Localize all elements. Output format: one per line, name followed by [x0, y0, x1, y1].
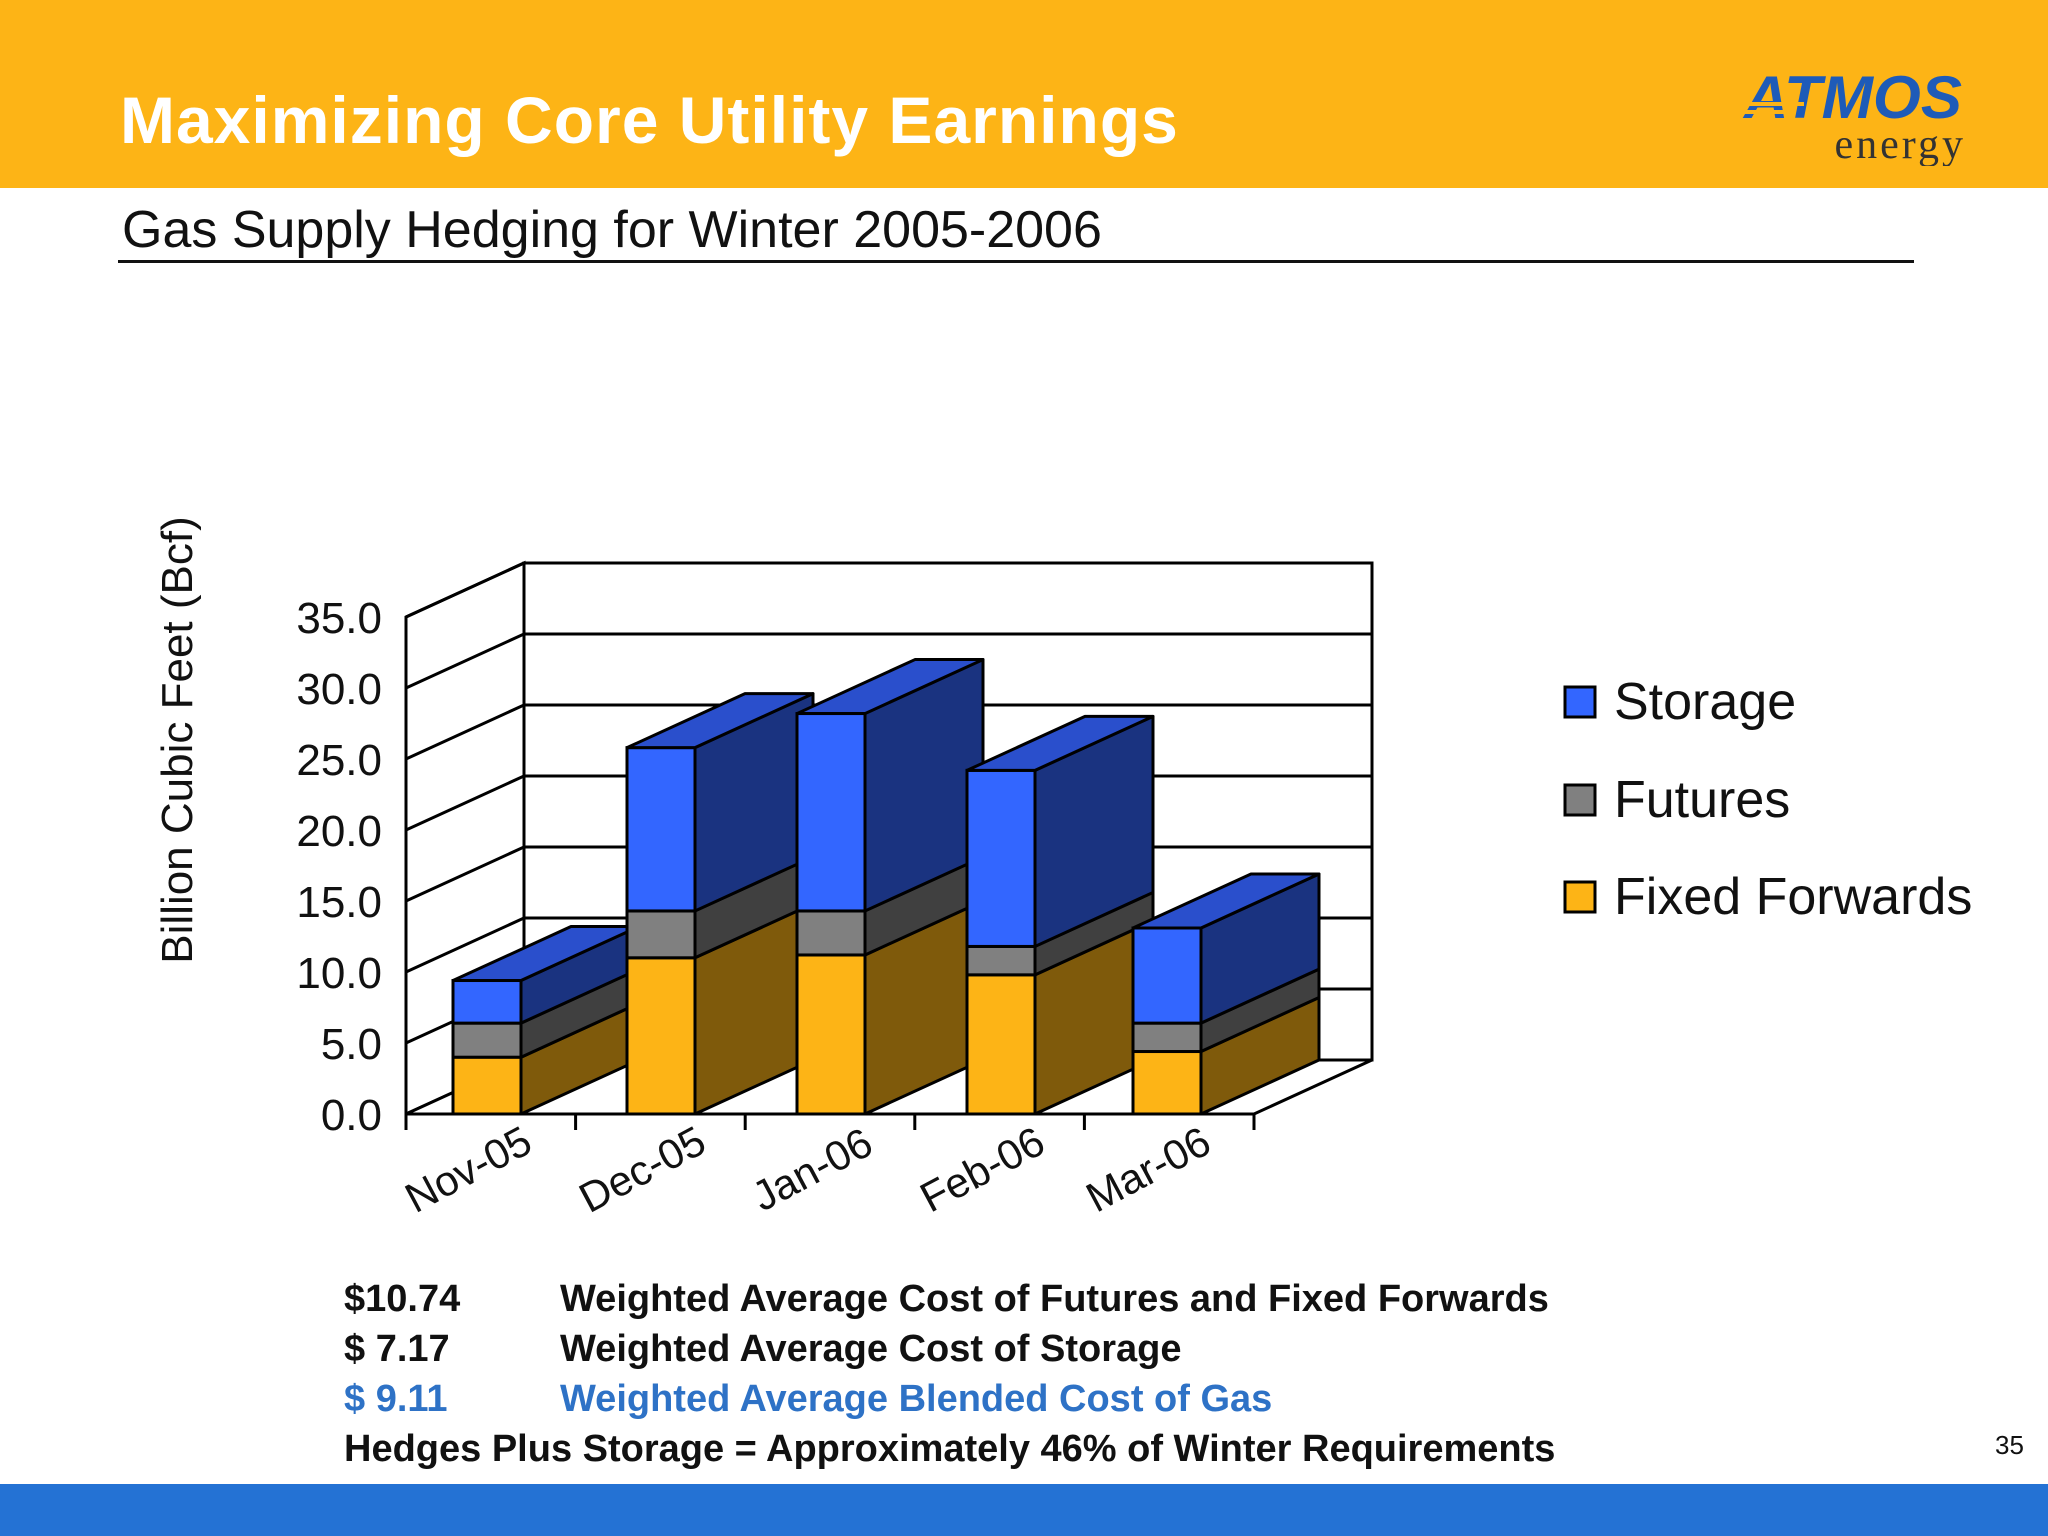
header-bar: Maximizing Core Utility Earnings ATMOS e…: [0, 0, 2048, 188]
bar-top: [795, 658, 985, 716]
legend-label-fixed-forwards: Fixed Forwards: [1614, 868, 1972, 926]
legend-swatch-futures: [1563, 783, 1597, 817]
bar-top: [625, 692, 815, 750]
bar-futures: [625, 909, 697, 960]
bar-fixed-forwards: [1131, 1050, 1203, 1116]
bar-fixed-forwards: [795, 953, 867, 1116]
slide-title: Maximizing Core Utility Earnings: [120, 83, 1179, 157]
cost-amount-storage: $ 7.17: [344, 1328, 450, 1370]
legend-swatch-fixed-forwards: [1563, 880, 1597, 914]
legend-label-futures: Futures: [1614, 771, 1790, 829]
subtitle-divider: [118, 260, 1914, 263]
logo-stripe: [1744, 110, 1794, 114]
bar-futures: [451, 1021, 523, 1059]
logo-stripe: [1744, 102, 1804, 106]
cost-amount-blended: $ 9.11: [344, 1378, 448, 1420]
bar-storage: [965, 768, 1037, 948]
x-tick-label: Nov-05: [397, 1117, 539, 1222]
x-tick-label: Feb-06: [912, 1117, 1052, 1221]
y-axis-title: Billion Cubic Feet (Bcf): [153, 516, 202, 963]
y-tick-label: 15.0: [296, 878, 382, 927]
footer-bar: [0, 1484, 2048, 1536]
gridline: [405, 703, 1372, 761]
x-tick-label: Mar-06: [1078, 1117, 1218, 1221]
gridline: [405, 632, 1372, 690]
bar-fixed-forwards: [965, 973, 1037, 1116]
cost-label-futures-forwards: Weighted Average Cost of Futures and Fix…: [560, 1278, 1549, 1320]
cost-label-blended: Weighted Average Blended Cost of Gas: [560, 1378, 1273, 1420]
x-tick-label: Dec-05: [571, 1117, 713, 1222]
bar-futures: [1131, 1021, 1203, 1054]
cost-amount-futures-forwards: $10.74: [344, 1278, 461, 1320]
summary-statement: Hedges Plus Storage = Approximately 46% …: [344, 1428, 1556, 1470]
bar-fixed-forwards: [451, 1055, 523, 1116]
bar-top: [1131, 872, 1321, 930]
page-number: 35: [1995, 1430, 2024, 1460]
bar-storage: [451, 979, 523, 1025]
logo-subword: energy: [1834, 122, 1966, 166]
cost-label-storage: Weighted Average Cost of Storage: [560, 1328, 1182, 1370]
x-tick-label: Jan-06: [744, 1118, 879, 1220]
y-tick-label: 25.0: [296, 736, 382, 785]
atmos-energy-logo: ATMOS energy: [1742, 66, 1966, 166]
y-tick-label: 10.0: [296, 949, 382, 998]
gridline: [405, 561, 1372, 619]
y-tick-label: 5.0: [321, 1020, 382, 1069]
bar-top: [965, 714, 1155, 772]
bar-futures: [795, 909, 867, 957]
y-tick-label: 0.0: [321, 1091, 382, 1140]
bar-fixed-forwards: [625, 956, 697, 1116]
bar-storage: [1131, 926, 1203, 1025]
legend-label-storage: Storage: [1614, 673, 1796, 731]
bar-storage: [625, 746, 697, 913]
legend-swatch-storage: [1563, 685, 1597, 719]
y-tick-label: 30.0: [296, 665, 382, 714]
bar-storage: [795, 712, 867, 913]
y-tick-label: 35.0: [296, 594, 382, 643]
logo-wordmark: ATMOS: [1742, 66, 1962, 131]
slide-subtitle: Gas Supply Hedging for Winter 2005-2006: [122, 201, 1102, 259]
bar-futures: [965, 944, 1037, 977]
y-tick-label: 20.0: [296, 807, 382, 856]
